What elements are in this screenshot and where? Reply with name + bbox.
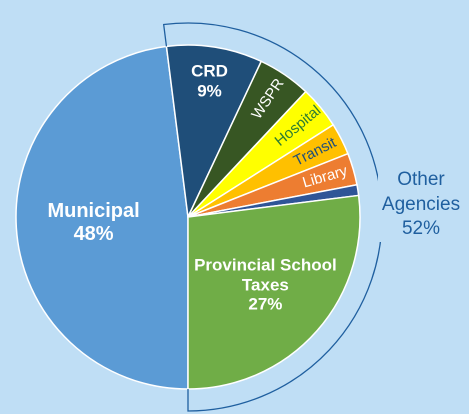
- pie-slice: [165, 44, 263, 220]
- value-label: 27%: [248, 295, 283, 315]
- slice-label: CRD 9%: [150, 62, 270, 101]
- category-label: Provincial School Taxes: [194, 255, 337, 295]
- group-value: 52%: [401, 218, 441, 240]
- pie-slice: [15, 45, 189, 390]
- category-label: CRD: [191, 61, 228, 81]
- value-label: 48%: [73, 222, 114, 245]
- pie-slice: [187, 194, 361, 390]
- group-label: Other Agencies 52%: [378, 168, 464, 243]
- slice-label: Municipal 48%: [34, 200, 154, 246]
- group-name: Other Agencies: [381, 169, 461, 215]
- value-label: 9%: [197, 81, 222, 101]
- slice-label: Provincial School Taxes 27%: [190, 256, 340, 315]
- category-label: Municipal: [47, 199, 140, 222]
